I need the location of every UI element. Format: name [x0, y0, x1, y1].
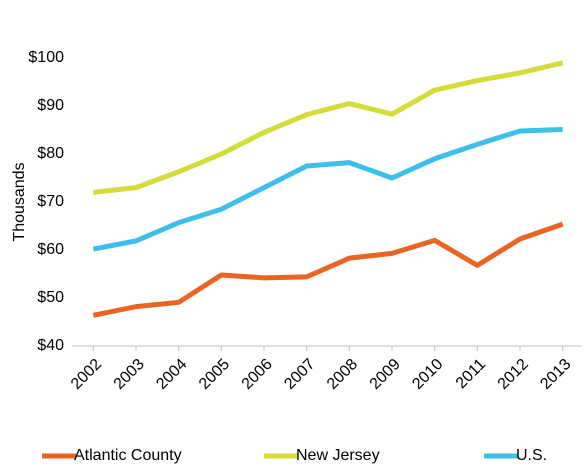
x-tick-label: 2009 [367, 356, 404, 393]
series-line [92, 221, 564, 318]
x-tick-label: 2008 [324, 356, 361, 393]
y-tick-label: $70 [37, 193, 64, 210]
x-tick-label: 2003 [111, 356, 148, 393]
y-tick-label: $80 [37, 145, 64, 162]
x-tick-label: 2013 [537, 356, 574, 393]
x-tick-label: 2005 [196, 356, 233, 393]
y-tick-label: $40 [37, 337, 64, 354]
y-tick-label: $50 [37, 289, 64, 306]
series-line [93, 60, 564, 195]
x-tick-label: 2010 [409, 356, 446, 393]
x-tick-label: 2011 [453, 356, 489, 392]
x-tick-label: 2006 [239, 356, 276, 393]
legend-label: New Jersey [296, 447, 380, 464]
legend-label: Atlantic County [74, 447, 182, 464]
series-line [92, 127, 563, 252]
y-tick-label: $100 [28, 49, 64, 66]
y-axis-label: Thousands [11, 162, 28, 241]
y-tick-label: $90 [37, 97, 64, 114]
x-tick-label: 2012 [495, 356, 532, 393]
y-tick-label: $60 [37, 241, 64, 258]
x-tick-label: 2007 [281, 356, 318, 393]
x-tick-label: 2004 [153, 356, 190, 393]
x-tick-label: 2002 [68, 356, 105, 393]
legend-label: U.S. [516, 447, 547, 464]
